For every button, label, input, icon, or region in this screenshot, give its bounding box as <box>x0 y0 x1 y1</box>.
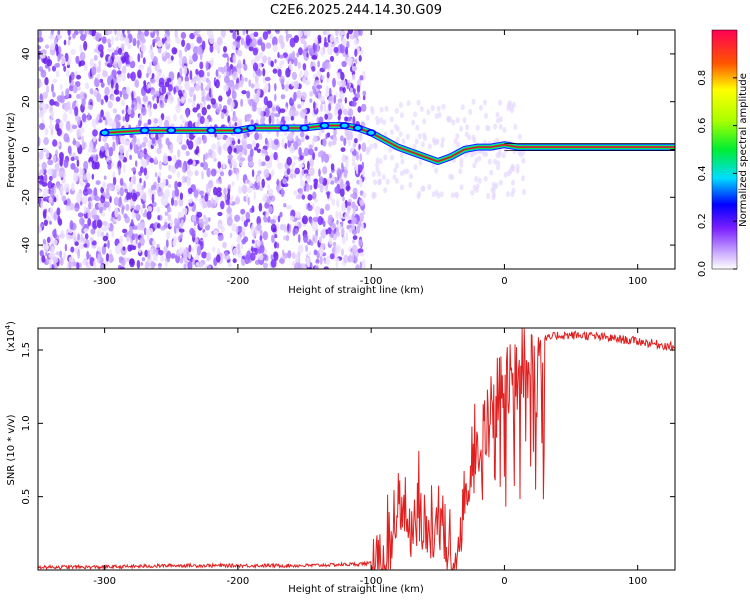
spectrogram-y-label: Frequency (Hz) <box>6 112 17 188</box>
ridge-blob-core <box>208 128 215 133</box>
x-tick-label: -200 <box>227 276 250 287</box>
colorbar-gradient <box>711 29 738 270</box>
ridge-blob-core <box>368 130 375 135</box>
x-tick-label: -100 <box>360 576 383 587</box>
snr-scale-label: (x104) <box>4 321 17 352</box>
y-tick-label: 1.0 <box>21 415 32 431</box>
colorbar-label: Normalized spectral amplitude <box>738 73 749 227</box>
snr-y-label: SNR (10 * v/v) <box>6 414 17 485</box>
colorbar: 0.0 0.2 0.4 0.6 0.8 Normalized spectral ampl… <box>697 29 749 277</box>
ridge-blob-core <box>248 125 255 130</box>
y-tick-label: -40 <box>21 237 32 253</box>
ridge-blob-core <box>321 123 328 128</box>
colorbar-tick-label: 0.2 <box>697 213 708 229</box>
y-tick-label: 20 <box>21 95 32 108</box>
y-tick-label: -20 <box>21 189 32 205</box>
ridge-blob-core <box>234 128 241 133</box>
colorbar-tick-label: 0.4 <box>697 165 708 181</box>
ridge-blobs <box>99 122 377 137</box>
spectrogram-x-ticks: -300 -200 -100 0 100 <box>93 30 647 287</box>
x-tick-label: -300 <box>93 276 116 287</box>
y-tick-label: 0 <box>21 146 32 152</box>
snr-series-line <box>38 328 675 570</box>
ridge-blob-core <box>354 125 361 130</box>
snr-x-ticks: -300 -200 -100 0 100 <box>93 328 647 587</box>
x-tick-label: 100 <box>628 276 647 287</box>
y-tick-label: 40 <box>21 48 32 61</box>
spectrogram-noise <box>38 30 526 269</box>
y-tick-label: 0.5 <box>21 489 32 505</box>
ridge-blob-core <box>141 128 148 133</box>
ridge-blob-core <box>341 123 348 128</box>
x-tick-label: 0 <box>501 576 507 587</box>
spectrogram-x-label: Height of straight line (km) <box>288 285 424 296</box>
x-tick-label: -200 <box>227 576 250 587</box>
ridge-blob-core <box>168 128 175 133</box>
spectrogram-y-ticks: -40 -20 0 20 40 <box>21 48 675 253</box>
ridge-blob-core <box>301 125 308 130</box>
spectrogram-marks <box>38 30 675 269</box>
y-tick-label: 1.5 <box>21 342 32 358</box>
colorbar-tick-label: 0.6 <box>697 118 708 134</box>
x-tick-label: -300 <box>93 576 116 587</box>
chart-title: C2E6.2025.244.14.30.G09 <box>270 3 442 18</box>
snr-plot-area <box>38 328 675 570</box>
x-tick-label: 100 <box>628 576 647 587</box>
ridge-blob-core <box>281 125 288 130</box>
x-tick-label: -100 <box>360 276 383 287</box>
snr-y-ticks: 0.5 1.0 1.5 <box>21 342 675 505</box>
colorbar-ticks: 0.0 0.2 0.4 0.6 0.8 <box>697 70 737 277</box>
colorbar-tick-label: 0.0 <box>697 261 708 277</box>
snr-x-label: Height of straight line (km) <box>288 584 424 595</box>
snr-panel: -300 -200 -100 0 100 0.5 1.0 1.5 Height of str… <box>4 321 676 595</box>
snr-frame <box>37 327 676 571</box>
x-tick-label: 0 <box>501 276 507 287</box>
colorbar-tick-label: 0.8 <box>697 70 708 86</box>
ridge-blob-core <box>101 130 108 135</box>
